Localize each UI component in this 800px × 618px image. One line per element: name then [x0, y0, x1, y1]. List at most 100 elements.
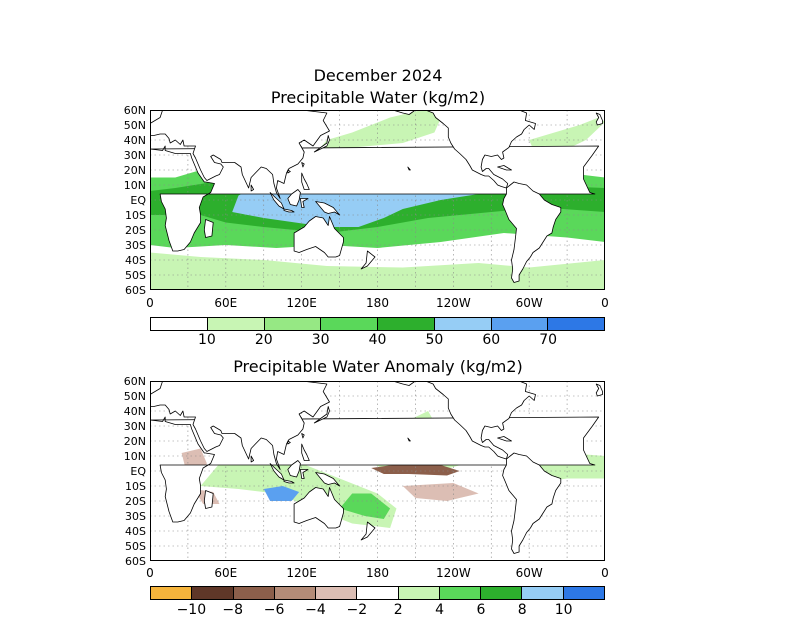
- colorbar-label: −6: [263, 602, 285, 618]
- longitude-label: 60E: [214, 566, 238, 580]
- low-band-north: [314, 110, 444, 155]
- longitude-label: 60W: [515, 296, 543, 310]
- longitude-label: 180: [366, 566, 389, 580]
- anomaly-blue-indian: [263, 486, 300, 501]
- latitude-label: 30S: [125, 509, 146, 523]
- latitude-label: EQ: [130, 464, 146, 478]
- anomaly-brown-s-pacific: [402, 483, 479, 501]
- land-cuba: [497, 165, 512, 171]
- land-borneo: [287, 189, 301, 207]
- land-uk: [595, 112, 603, 126]
- colorbar-swatch: [207, 318, 265, 330]
- land-taiwan: [301, 433, 305, 439]
- land-hainan: [287, 169, 291, 174]
- land-australia: [293, 487, 344, 529]
- colorbar-label: −4: [305, 602, 326, 618]
- panel1-title-line2: Precipitable Water (kg/m2): [270, 88, 486, 107]
- longitude-label: 60E: [214, 296, 238, 310]
- latitude-label: 30N: [123, 148, 146, 162]
- colorbar-swatch: [233, 587, 275, 599]
- latitude-label: 60N: [123, 374, 146, 388]
- land-srilanka: [250, 455, 254, 463]
- latitude-label: 40S: [125, 253, 146, 267]
- colorbar-swatch: [357, 587, 399, 599]
- latitude-label: 50N: [123, 389, 146, 403]
- land-borneo: [287, 460, 301, 478]
- low-band-atlantic: [529, 117, 605, 155]
- land-madagascar: [203, 490, 214, 509]
- colorbar-label: 60: [482, 332, 501, 348]
- colorbar-swatch: [274, 587, 317, 599]
- longitude-label: 0: [601, 296, 609, 310]
- land-japan: [313, 406, 330, 424]
- land-samerica: [502, 452, 562, 554]
- colorbar-swatch: [434, 318, 492, 330]
- panel2-colorbar: [150, 586, 605, 600]
- latitude-label: 30N: [123, 419, 146, 433]
- latitude-label: 20N: [123, 163, 146, 177]
- latitude-label: 40N: [123, 404, 146, 418]
- colorbar-swatch: [321, 318, 378, 330]
- land-uk: [595, 383, 603, 397]
- land-hawaii: [407, 166, 411, 171]
- latitude-label: 60S: [125, 554, 146, 568]
- land-srilanka: [250, 184, 254, 192]
- latitude-label: EQ: [130, 193, 146, 207]
- panel1-colorbar: [150, 317, 605, 331]
- land-cuba: [497, 436, 512, 442]
- land-nz: [360, 521, 376, 541]
- longitude-label: 0: [146, 566, 154, 580]
- colorbar-label: 40: [368, 332, 387, 348]
- latitude-label: 60S: [125, 283, 146, 297]
- anomaly-brown-pacific: [371, 463, 460, 476]
- latitude-label: 40N: [123, 133, 146, 147]
- colorbar-swatch: [264, 318, 322, 330]
- latitude-label: 50N: [123, 118, 146, 132]
- land-philippines: [301, 172, 310, 190]
- longitude-label: 120E: [286, 296, 317, 310]
- land-namerica: [392, 380, 536, 460]
- land-taiwan: [301, 162, 305, 168]
- colorbar-label: 20: [254, 332, 273, 348]
- colorbar-label: 8: [517, 602, 527, 618]
- colorbar-label: −10: [176, 602, 207, 618]
- latitude-label: 10N: [123, 449, 146, 463]
- longitude-label: 120W: [435, 296, 471, 310]
- land-samerica: [502, 181, 562, 283]
- latitude-label: 20S: [125, 494, 146, 508]
- latitude-label: 50S: [125, 539, 146, 553]
- map-frame: [150, 381, 605, 561]
- land-hainan: [287, 440, 291, 445]
- land-australia: [293, 216, 344, 258]
- land-hawaii: [407, 437, 411, 442]
- land-japan: [313, 135, 330, 153]
- land-java: [283, 479, 295, 484]
- colorbar-swatch: [398, 587, 440, 599]
- land-madagascar: [203, 219, 214, 238]
- colorbar-label: 50: [425, 332, 444, 348]
- land-newguinea: [315, 201, 341, 216]
- latitude-label: 50S: [125, 268, 146, 282]
- land-java: [283, 208, 295, 213]
- precipitable-water-anomaly-map-svg: [149, 376, 605, 561]
- precipitable-water-map-svg: [149, 105, 605, 290]
- longitude-label: 180: [366, 296, 389, 310]
- colorbar-swatch: [439, 587, 482, 599]
- colorbar-label: −2: [346, 602, 368, 618]
- colorbar-swatch: [522, 587, 564, 599]
- colorbar-label: 6: [476, 602, 486, 618]
- latitude-label: 40S: [125, 524, 146, 538]
- colorbar-swatch: [491, 318, 549, 330]
- land-namerica: [392, 109, 536, 189]
- latitude-label: 60N: [123, 103, 146, 117]
- colorbar-swatch: [378, 318, 435, 330]
- colorbar-swatch: [151, 318, 208, 330]
- longitude-label: 0: [146, 296, 154, 310]
- land-nz: [360, 250, 376, 270]
- longitude-label: 120W: [435, 566, 471, 580]
- land-sulawesi: [299, 469, 309, 479]
- latitude-label: 10S: [125, 208, 146, 222]
- low-band-south: [150, 252, 605, 290]
- colorbar-label: 10: [197, 332, 216, 348]
- latitude-label: 10N: [123, 178, 146, 192]
